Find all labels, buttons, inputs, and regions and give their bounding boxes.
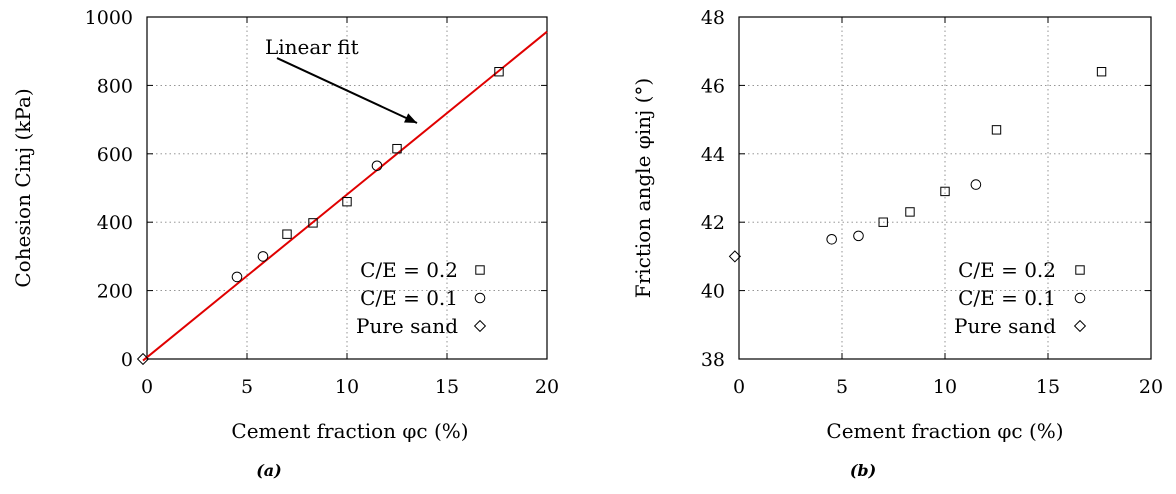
panel-a-y-tick-label: 1000 bbox=[85, 7, 133, 29]
panel-b-frame bbox=[738, 16, 1152, 360]
legend-marker-diamond bbox=[1073, 319, 1087, 333]
panel-b: 0 5 10 15 20 38 40 42 44 46 48 C/E = 0.2… bbox=[631, 7, 1163, 480]
panel-a-x-tick-label: 0 bbox=[141, 376, 153, 398]
panel-a-linear-fit bbox=[142, 30, 548, 362]
panel-a-data-points bbox=[136, 67, 504, 366]
panel-b-data-points bbox=[728, 67, 1107, 263]
legend-label-ce01: C/E = 0.1 bbox=[360, 286, 458, 310]
panel-a-legend: C/E = 0.2 C/E = 0.1 Pure sand bbox=[356, 258, 487, 338]
panel-b-y-axis-label: Friction angle φinj (°) bbox=[631, 78, 655, 298]
panel-a-x-tick-label: 15 bbox=[435, 376, 459, 398]
legend-marker-square bbox=[475, 265, 485, 275]
data-point-square bbox=[940, 186, 950, 197]
legend-label-pure-sand: Pure sand bbox=[954, 314, 1056, 338]
data-point-square bbox=[878, 217, 888, 227]
data-point-square bbox=[1096, 67, 1107, 77]
panel-a-frame bbox=[146, 16, 548, 360]
panel-a-x-tick-label: 20 bbox=[535, 376, 559, 398]
data-point-circle bbox=[257, 251, 269, 262]
data-point-circle bbox=[970, 179, 982, 190]
panel-a-y-tick-label: 600 bbox=[97, 144, 133, 166]
panel-a-annotation: Linear fit bbox=[265, 35, 418, 124]
legend-marker-circle bbox=[474, 292, 486, 304]
annotation-arrow-head bbox=[404, 113, 417, 124]
annotation-linear-fit-label: Linear fit bbox=[265, 35, 359, 59]
data-point-square bbox=[282, 229, 292, 239]
panel-b-x-tick-label: 0 bbox=[733, 376, 745, 398]
legend-marker-diamond bbox=[473, 319, 487, 333]
panel-a-x-tick-labels: 0 5 10 15 20 bbox=[141, 376, 559, 398]
panel-a-y-tick-label: 400 bbox=[97, 212, 133, 234]
panel-b-x-tick-labels: 0 5 10 15 20 bbox=[733, 376, 1163, 398]
panel-a-x-axis-label: Cement fraction φc (%) bbox=[231, 419, 468, 443]
panel-a-y-tick-label: 200 bbox=[97, 281, 133, 303]
data-point-square bbox=[342, 196, 352, 207]
panel-a-caption: (a) bbox=[256, 461, 282, 480]
panel-b-x-tick-label: 15 bbox=[1036, 376, 1060, 398]
data-point-square bbox=[991, 125, 1002, 135]
panel-b-x-tick-label: 5 bbox=[836, 376, 848, 398]
panel-a-y-tick-label: 0 bbox=[121, 349, 133, 371]
panel-a-x-tick-label: 5 bbox=[241, 376, 253, 398]
data-point-square bbox=[905, 207, 915, 217]
legend-label-ce02: C/E = 0.2 bbox=[360, 258, 458, 282]
data-point-circle bbox=[371, 160, 383, 172]
panel-b-grid bbox=[739, 17, 1151, 359]
panel-b-x-tick-label: 10 bbox=[933, 376, 957, 398]
legend-marker-square bbox=[1075, 265, 1085, 275]
legend-label-ce02: C/E = 0.2 bbox=[958, 258, 1056, 282]
panel-b-legend: C/E = 0.2 C/E = 0.1 Pure sand bbox=[954, 258, 1087, 338]
panel-b-y-tick-label: 38 bbox=[701, 349, 725, 371]
panel-b-caption: (b) bbox=[850, 461, 876, 480]
data-point-circle bbox=[231, 271, 243, 283]
legend-label-pure-sand: Pure sand bbox=[356, 314, 458, 338]
panel-b-y-tick-label: 46 bbox=[701, 75, 725, 97]
panel-b-y-tick-label: 48 bbox=[701, 7, 725, 29]
panel-a-x-tick-label: 10 bbox=[335, 376, 359, 398]
panel-b-y-tick-label: 40 bbox=[701, 281, 725, 303]
data-point-square bbox=[494, 67, 504, 77]
data-point-diamond bbox=[728, 250, 741, 263]
panel-a: 0 5 10 15 20 0 200 400 600 800 1000 Line… bbox=[11, 7, 559, 480]
legend-label-ce01: C/E = 0.1 bbox=[958, 286, 1056, 310]
panel-a-y-axis-label: Cohesion Cinj (kPa) bbox=[11, 88, 35, 287]
data-point-circle bbox=[826, 234, 838, 245]
annotation-arrow-shaft bbox=[276, 57, 418, 124]
panel-a-y-tick-label: 800 bbox=[97, 75, 133, 97]
panel-b-y-tick-label: 42 bbox=[701, 212, 725, 234]
data-point-square bbox=[308, 218, 318, 228]
legend-marker-circle bbox=[1074, 292, 1086, 304]
panel-a-y-tick-labels: 0 200 400 600 800 1000 bbox=[85, 7, 133, 371]
data-point-diamond bbox=[136, 352, 150, 366]
data-point-square bbox=[392, 143, 402, 154]
panel-b-y-tick-labels: 38 40 42 44 46 48 bbox=[701, 7, 725, 371]
panel-b-x-tick-label: 20 bbox=[1139, 376, 1163, 398]
panel-b-x-axis-label: Cement fraction φc (%) bbox=[826, 419, 1063, 443]
panel-b-y-tick-label: 44 bbox=[701, 144, 725, 166]
linear-fit-line bbox=[142, 30, 548, 362]
data-point-circle bbox=[853, 230, 864, 242]
